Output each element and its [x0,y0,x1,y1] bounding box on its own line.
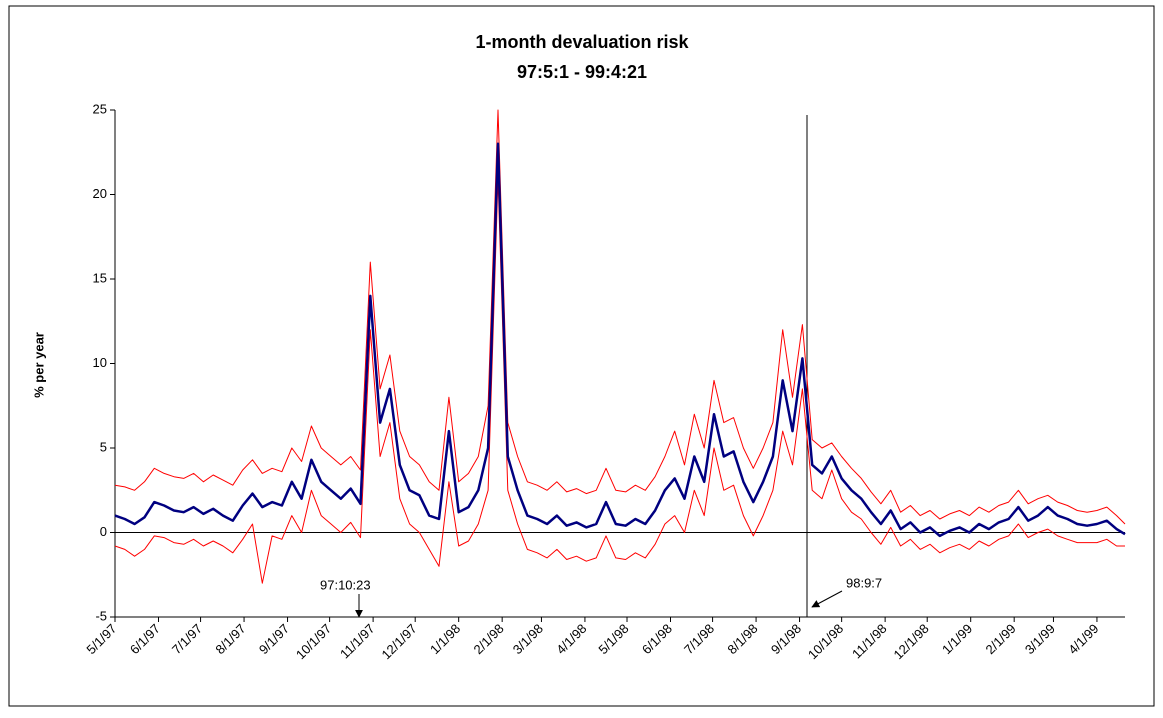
y-tick-label: -5 [95,608,107,623]
series-line [114,177,1125,584]
series-line [114,142,1126,538]
chart-subtitle: 97:5:1 - 99:4:21 [517,62,647,82]
annotation: 97:10:23 [320,577,371,592]
chart-title: 1-month devaluation risk [475,32,689,52]
y-tick-label: 10 [93,355,107,370]
y-axis-label: % per year [31,332,46,398]
y-tick-label: 5 [100,439,107,454]
y-tick-label: 15 [93,270,107,285]
series-line [114,109,1126,525]
frame [8,5,1155,707]
y-tick-label: 20 [93,186,107,201]
y-tick-label: 25 [93,101,107,116]
annotation: 98:9:7 [846,575,882,590]
y-tick-label: 0 [100,524,107,539]
annotation-arrow [811,590,843,608]
